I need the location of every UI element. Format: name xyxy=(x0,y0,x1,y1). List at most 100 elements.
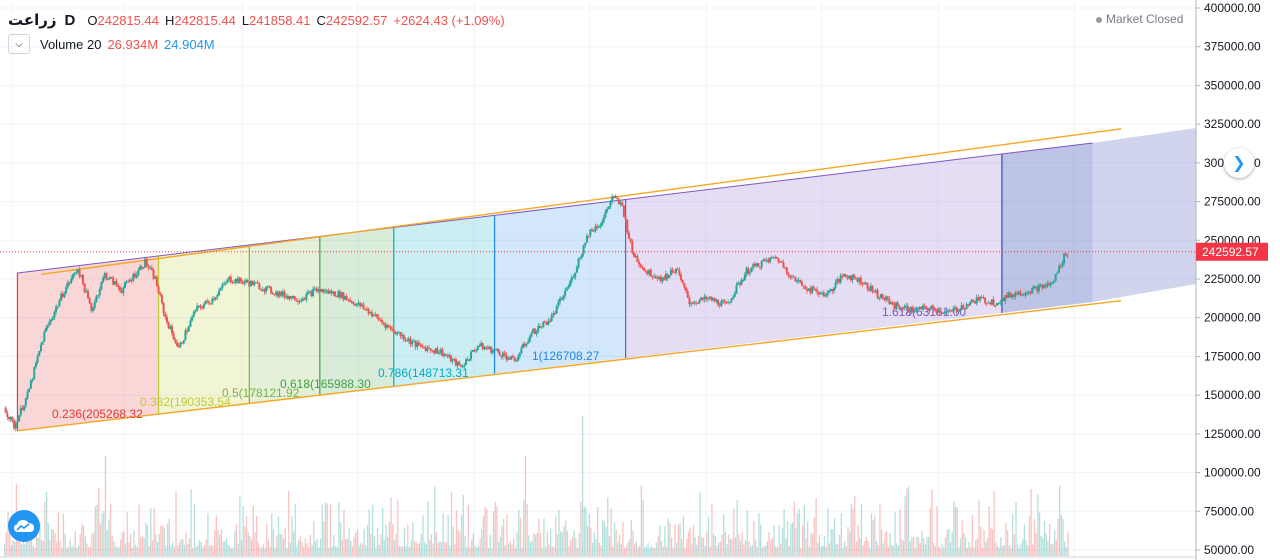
volume-bar xyxy=(185,532,187,556)
candle-body xyxy=(444,354,447,356)
volume-bar xyxy=(286,547,288,556)
candle-body xyxy=(365,308,368,310)
volume-bar xyxy=(647,542,649,556)
candle-body xyxy=(658,276,661,279)
candle-body xyxy=(599,225,602,227)
volume-bar xyxy=(291,516,293,556)
volume-bar xyxy=(1054,529,1056,556)
chevron-down-icon[interactable]: ⌵ xyxy=(8,34,30,54)
volume-bar xyxy=(835,544,837,556)
candle-body xyxy=(513,357,516,362)
candle-body xyxy=(419,344,422,346)
volume-bar xyxy=(975,539,977,556)
volume-bar xyxy=(420,534,422,556)
axis-tick-label: 100000.00 xyxy=(1204,466,1261,480)
volume-bar xyxy=(403,528,406,556)
volume-bar xyxy=(101,513,103,556)
volume-bar xyxy=(445,542,448,556)
volume-bar xyxy=(417,543,419,556)
candle-body xyxy=(137,269,140,275)
candle-body xyxy=(839,275,842,283)
volume-bar xyxy=(375,547,377,556)
volume-label[interactable]: Volume 20 xyxy=(40,36,102,52)
candle-body xyxy=(184,330,187,341)
volume-bar xyxy=(133,530,135,556)
volume-bar xyxy=(200,542,202,556)
volume-bar xyxy=(625,545,627,556)
symbol-name[interactable]: زراعت xyxy=(8,12,57,29)
candle-body xyxy=(748,271,751,274)
volume-bar xyxy=(351,546,354,556)
volume-bar xyxy=(387,537,389,556)
fib-zone xyxy=(625,153,1002,359)
candle-body xyxy=(587,235,590,237)
candle-body xyxy=(218,290,221,296)
candle-body xyxy=(962,305,965,309)
volume-bar xyxy=(287,490,290,556)
volume-bar xyxy=(808,547,811,556)
volume-bar xyxy=(323,521,325,556)
last-price-label: 242592.57 xyxy=(1202,245,1259,259)
candle-body xyxy=(832,287,835,292)
candle-body xyxy=(921,305,924,310)
volume-bar xyxy=(958,547,960,556)
candle-body xyxy=(24,398,27,406)
volume-bar xyxy=(471,539,473,556)
candle-body xyxy=(122,287,125,293)
volume-bar xyxy=(472,533,475,556)
volume-bar xyxy=(670,537,673,556)
candle-body xyxy=(140,266,143,269)
candle-body xyxy=(928,308,931,311)
candle-body xyxy=(505,354,508,360)
candle-body xyxy=(177,345,180,348)
channel-lower-line xyxy=(17,299,1122,432)
volume-bar xyxy=(4,543,6,556)
volume-bar xyxy=(1033,519,1036,556)
candle-body xyxy=(572,277,575,279)
candle-body xyxy=(668,275,671,279)
axis-tick-label: 350000.00 xyxy=(1204,78,1261,92)
candle-body xyxy=(963,308,966,310)
candle-body xyxy=(646,271,649,275)
candle-body xyxy=(431,350,434,352)
candle-body xyxy=(686,291,689,298)
candle-body xyxy=(463,364,466,367)
candle-body xyxy=(275,291,278,295)
candle-body xyxy=(194,310,197,312)
candle-body xyxy=(61,293,64,297)
volume-bar xyxy=(615,530,617,556)
candle-body xyxy=(233,282,236,284)
volume-bar xyxy=(177,546,179,556)
volume-bar xyxy=(630,519,632,556)
candle-body xyxy=(1004,295,1007,302)
candle-body xyxy=(787,273,790,276)
candle-body xyxy=(661,277,664,282)
candle-body xyxy=(639,264,642,268)
timeframe[interactable]: D xyxy=(64,11,76,29)
volume-row: ⌵ Volume 20 26.934M 24.904M xyxy=(8,32,505,56)
tradingview-cloud-icon[interactable] xyxy=(8,510,40,542)
candle-body xyxy=(401,335,404,337)
volume-bar xyxy=(487,547,490,556)
volume-bar xyxy=(496,506,498,556)
candle-body xyxy=(31,379,34,381)
volume-bar xyxy=(640,485,643,556)
volume-bar xyxy=(855,541,858,556)
candle-body xyxy=(412,341,415,343)
candle-body xyxy=(39,344,42,351)
volume-bar xyxy=(103,511,105,556)
volume-bar xyxy=(326,503,328,556)
volume-bar xyxy=(916,536,918,556)
scroll-right-icon[interactable]: ❯ xyxy=(1224,148,1254,178)
volume-bar xyxy=(939,547,942,556)
volume-bar xyxy=(464,535,466,556)
candle-body xyxy=(826,292,829,296)
candle-body xyxy=(1036,286,1039,292)
volume-bar xyxy=(279,533,281,556)
volume-bar xyxy=(820,546,822,556)
volume-bar xyxy=(153,508,155,556)
volume-bar xyxy=(382,508,384,556)
candle-body xyxy=(293,296,296,301)
volume-bar xyxy=(437,543,439,556)
